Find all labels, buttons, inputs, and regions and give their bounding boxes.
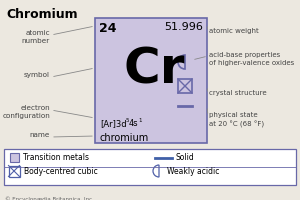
Text: Solid: Solid (175, 154, 194, 162)
Bar (178, 79, 192, 93)
Text: Body-centred cubic: Body-centred cubic (23, 166, 97, 176)
Text: 4s: 4s (129, 119, 139, 128)
Text: Cr: Cr (123, 46, 184, 94)
Text: 5: 5 (125, 118, 129, 123)
Text: 51.996: 51.996 (164, 22, 203, 32)
Bar (8, 166, 20, 176)
Text: 24: 24 (99, 22, 116, 35)
Text: 1: 1 (139, 118, 142, 123)
Bar (10, 153, 19, 162)
Text: © Encyclopædia Britannica, Inc.: © Encyclopædia Britannica, Inc. (5, 196, 94, 200)
Text: Transition metals: Transition metals (23, 153, 89, 162)
Text: name: name (30, 132, 50, 138)
Text: electron
configuration: electron configuration (2, 105, 50, 119)
Text: Weakly acidic: Weakly acidic (167, 166, 219, 176)
Bar (4, 149, 296, 185)
Text: atomic
number: atomic number (22, 30, 50, 44)
Text: Chromium: Chromium (6, 8, 78, 21)
Text: acid-base properties
of higher-valence oxides: acid-base properties of higher-valence o… (209, 52, 294, 66)
Text: crystal structure: crystal structure (209, 90, 267, 96)
Text: [Ar]3d: [Ar]3d (100, 119, 127, 128)
Text: physical state
at 20 °C (68 °F): physical state at 20 °C (68 °F) (209, 112, 264, 128)
Text: chromium: chromium (100, 133, 149, 143)
Text: symbol: symbol (24, 72, 50, 78)
Text: atomic weight: atomic weight (209, 28, 259, 34)
Bar (95, 18, 207, 143)
